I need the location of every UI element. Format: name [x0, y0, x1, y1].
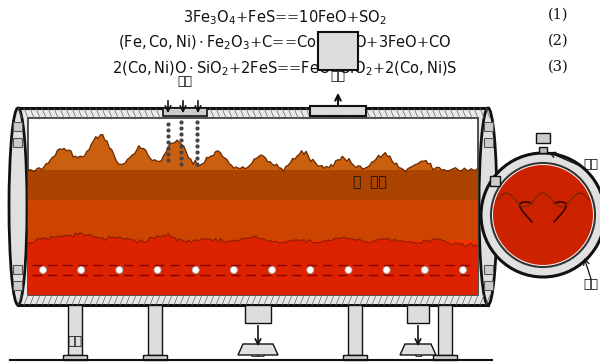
Circle shape [307, 266, 314, 274]
Text: $3\mathrm{Fe_3O_4}$+$\mathrm{FeS}$==$10\mathrm{FeO}$+$\mathrm{SO_2}$: $3\mathrm{Fe_3O_4}$+$\mathrm{FeS}$==$10\… [183, 8, 387, 27]
Bar [28, 240, 478, 295]
Bar [148, 305, 162, 355]
Ellipse shape [479, 108, 497, 305]
Bar [484, 265, 493, 274]
Text: 给料: 给料 [583, 159, 598, 172]
Circle shape [154, 266, 161, 274]
Text: 渣: 渣 [414, 345, 422, 358]
Polygon shape [28, 135, 478, 172]
Bar [310, 106, 366, 116]
Polygon shape [28, 233, 478, 295]
Text: 喷枪: 喷枪 [583, 278, 598, 291]
Bar [539, 147, 547, 153]
Bar [63, 355, 87, 360]
Polygon shape [238, 344, 278, 355]
Text: 铜锇: 铜锇 [251, 345, 265, 358]
Circle shape [269, 266, 275, 274]
Bar [433, 355, 457, 360]
Circle shape [40, 266, 47, 274]
Bar [407, 305, 429, 323]
Bar [28, 170, 478, 200]
Text: 排气: 排气 [331, 70, 346, 83]
Circle shape [230, 266, 238, 274]
Bar [438, 305, 452, 355]
Bar [348, 305, 362, 355]
Bar [13, 122, 22, 131]
Text: (2): (2) [548, 34, 568, 48]
Text: $2(\mathrm{Co,Ni})\mathrm{O}\cdot\mathrm{SiO_2}$+$2\mathrm{FeS}$==$\mathrm{FeO}\: $2(\mathrm{Co,Ni})\mathrm{O}\cdot\mathrm… [112, 60, 458, 79]
Bar [13, 281, 22, 290]
Circle shape [460, 266, 467, 274]
Circle shape [493, 165, 593, 265]
Bar [484, 122, 493, 131]
Text: (3): (3) [548, 60, 568, 74]
Bar [318, 32, 358, 70]
Bar [13, 265, 22, 274]
Text: 渣  铜锇: 渣 铜锇 [353, 175, 387, 189]
Circle shape [77, 266, 85, 274]
Circle shape [383, 266, 390, 274]
Bar [13, 138, 22, 147]
Bar [28, 118, 478, 295]
Polygon shape [400, 344, 436, 355]
Bar [28, 200, 478, 240]
Circle shape [491, 163, 595, 267]
Circle shape [421, 266, 428, 274]
Circle shape [116, 266, 123, 274]
Bar [18, 108, 488, 305]
Circle shape [345, 266, 352, 274]
Bar [536, 133, 550, 143]
Circle shape [192, 266, 199, 274]
Bar [245, 305, 271, 323]
Bar [68, 305, 82, 355]
Bar [163, 108, 207, 116]
Text: 给料: 给料 [178, 75, 193, 88]
Bar [490, 176, 500, 186]
Text: $(\mathrm{Fe,Co,Ni})\cdot\mathrm{Fe_2O_3}$+$\mathrm{C}$==$\mathrm{CoO}$+$\mathrm: $(\mathrm{Fe,Co,Ni})\cdot\mathrm{Fe_2O_3… [118, 34, 452, 52]
Text: 喷枪: 喷枪 [67, 335, 83, 348]
Ellipse shape [9, 108, 27, 305]
Bar [143, 355, 167, 360]
Circle shape [481, 153, 600, 277]
Text: (1): (1) [548, 8, 568, 22]
Bar [484, 138, 493, 147]
Bar [484, 281, 493, 290]
Bar [343, 355, 367, 360]
